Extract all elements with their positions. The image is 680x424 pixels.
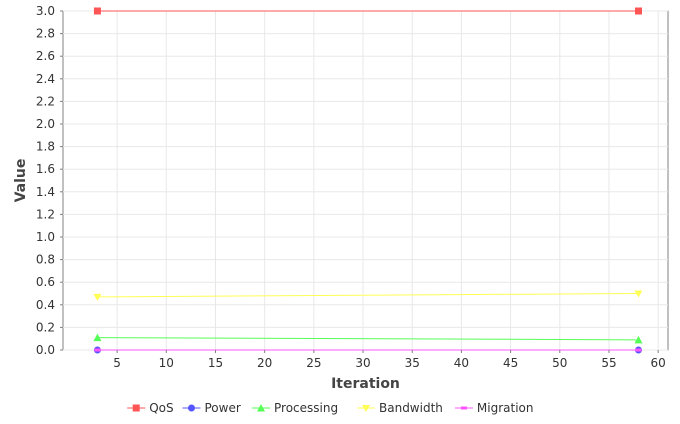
series-processing	[93, 333, 643, 344]
y-tick-label: 0.0	[36, 343, 55, 357]
series-layer	[93, 7, 643, 354]
legend-marker-qos	[132, 404, 140, 412]
x-tick-label: 10	[159, 356, 174, 370]
x-axis-title: Iteration	[331, 376, 400, 392]
data-point-bandwidth	[634, 290, 643, 298]
y-tick-label: 0.8	[36, 253, 55, 267]
legend-marker-migration	[460, 406, 467, 410]
legend-label-bandwidth: Bandwidth	[379, 401, 443, 415]
x-tick-label: 30	[355, 356, 370, 370]
data-point-qos	[93, 7, 101, 15]
series-bandwidth	[93, 290, 643, 301]
y-tick-label: 1.4	[36, 185, 55, 199]
data-point-migration	[94, 348, 101, 352]
y-tick-label: 3.0	[36, 4, 55, 18]
y-tick-label: 0.2	[36, 320, 55, 334]
x-tick-label: 60	[651, 356, 666, 370]
series-qos	[93, 7, 642, 15]
data-point-qos	[634, 7, 642, 15]
x-tick-label: 40	[454, 356, 469, 370]
y-tick-label: 1.2	[36, 207, 55, 221]
y-tick-label: 1.6	[36, 162, 55, 176]
series-migration	[94, 348, 642, 352]
legend-label-processing: Processing	[274, 401, 338, 415]
legend-label-migration: Migration	[477, 401, 534, 415]
data-point-migration	[635, 348, 642, 352]
legend-item-processing: Processing	[252, 401, 338, 415]
legend-label-power: Power	[205, 401, 241, 415]
data-point-processing	[634, 335, 643, 344]
x-tick-label: 15	[208, 356, 223, 370]
y-tick-label: 1.0	[36, 230, 55, 244]
series-line-bandwidth	[97, 293, 639, 298]
data-point-bandwidth	[93, 293, 102, 301]
legend-item-power: Power	[182, 401, 241, 415]
series-line-processing	[97, 337, 639, 341]
y-tick-label: 2.0	[36, 117, 55, 131]
x-tick-label: 20	[257, 356, 272, 370]
y-tick-label: 1.8	[36, 140, 55, 154]
y-tick-label: 2.6	[36, 49, 55, 63]
legend: QoS Power Processing Bandwidth Migration	[127, 401, 533, 415]
legend-marker-power	[188, 404, 195, 412]
plot-area	[62, 10, 669, 351]
x-tick-label: 55	[601, 356, 616, 370]
y-tick-label: 0.4	[36, 298, 55, 312]
legend-marker-bandwidth	[362, 405, 370, 412]
legend-item-bandwidth: Bandwidth	[357, 401, 443, 415]
x-tick-label: 25	[306, 356, 321, 370]
y-tick-label: 2.4	[36, 72, 55, 86]
legend-marker-processing	[257, 404, 265, 412]
grid	[63, 10, 668, 351]
x-tick-label: 5	[113, 356, 121, 370]
x-tick-label: 35	[405, 356, 420, 370]
y-axis-title: Value	[13, 159, 29, 203]
legend-label-qos: QoS	[149, 401, 173, 415]
axes: 0.0 0.2 0.4 0.6 0.8 1.0 1.2 1.4 1.6 1.8 2.0 2.2 2.4 2…	[36, 4, 666, 370]
x-tick-label: 50	[552, 356, 567, 370]
legend-item-qos: QoS	[127, 401, 174, 415]
y-tick-label: 0.6	[36, 275, 55, 289]
legend-item-migration: Migration	[454, 401, 534, 415]
y-tick-label: 2.8	[36, 27, 55, 41]
y-tick-label: 2.2	[36, 94, 55, 108]
x-tick-label: 45	[503, 356, 518, 370]
data-point-processing	[93, 333, 102, 342]
